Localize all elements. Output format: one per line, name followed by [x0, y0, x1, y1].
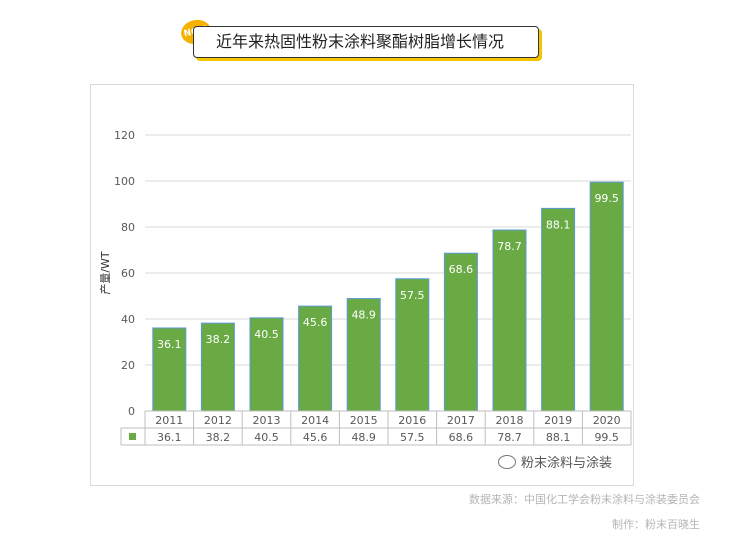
table-value: 40.5	[254, 431, 279, 444]
x-tick-label: 2020	[593, 414, 621, 427]
bar-value-label: 68.6	[449, 263, 474, 276]
y-tick-label: 0	[128, 405, 135, 418]
title-banner: 近年来热固性粉末涂料聚酯树脂增长情况	[193, 26, 539, 58]
data-source: 数据来源：中国化工学会粉末涂料与涂装委员会	[469, 493, 700, 506]
x-tick-label: 2016	[398, 414, 426, 427]
x-tick-label: 2015	[350, 414, 378, 427]
bar	[249, 317, 284, 412]
bar-value-label: 57.5	[400, 289, 425, 302]
bar-value-label: 48.9	[351, 309, 376, 322]
bar-value-label: 88.1	[546, 218, 571, 231]
x-tick-label: 2018	[496, 414, 524, 427]
bar-value-label: 78.7	[497, 240, 522, 253]
watermark: 粉末涂料与涂装	[498, 452, 612, 471]
bar-chart: 0 20 40 60 80 100 120 产量/WT 36.1 38.2 40.5 45.6 48.9…	[98, 129, 632, 446]
table-value: 78.7	[497, 431, 522, 444]
y-tick-label: 20	[121, 359, 135, 372]
table-value: 36.1	[157, 431, 182, 444]
maker-credit: 制作：粉末百晓生	[612, 518, 700, 531]
bar-value-label: 40.5	[254, 328, 279, 341]
bar-value-label: 45.6	[303, 316, 328, 329]
x-tick-label: 2012	[204, 414, 232, 427]
x-tick-label: 2013	[253, 414, 281, 427]
bar	[589, 181, 624, 412]
x-tick-label: 2017	[447, 414, 475, 427]
y-axis-title: 产量/WT	[98, 251, 112, 295]
chart-frame: 0 20 40 60 80 100 120 产量/WT 36.1 38.2 40.5 45.6 48.9…	[90, 84, 634, 486]
bar	[200, 322, 235, 412]
chart-title: 近年来热固性粉末涂料聚酯树脂增长情况	[216, 32, 505, 51]
bar	[492, 229, 527, 412]
table-value: 99.5	[594, 431, 619, 444]
watermark-text: 粉末涂料与涂装	[521, 456, 613, 471]
bar-value-label: 99.5	[594, 192, 619, 205]
y-tick-label: 100	[114, 175, 135, 188]
bar	[346, 298, 381, 412]
bar	[395, 278, 430, 412]
bar-value-label: 36.1	[157, 338, 182, 351]
legend-key	[129, 433, 136, 440]
bar	[298, 305, 333, 412]
table-value: 38.2	[206, 431, 231, 444]
x-tick-label: 2019	[544, 414, 572, 427]
y-tick-label: 80	[121, 221, 135, 234]
bar	[541, 207, 576, 412]
bar-value-label: 38.2	[206, 333, 231, 346]
table-value: 88.1	[546, 431, 571, 444]
wechat-icon	[498, 455, 516, 469]
bar	[443, 252, 478, 412]
x-tick-label: 2014	[301, 414, 329, 427]
table-value: 45.6	[303, 431, 328, 444]
y-tick-label: 40	[121, 313, 135, 326]
x-tick-label: 2011	[155, 414, 183, 427]
table-value: 48.9	[351, 431, 376, 444]
y-tick-label: 60	[121, 267, 135, 280]
table-value: 57.5	[400, 431, 425, 444]
y-tick-label: 120	[114, 129, 135, 142]
table-value: 68.6	[449, 431, 474, 444]
